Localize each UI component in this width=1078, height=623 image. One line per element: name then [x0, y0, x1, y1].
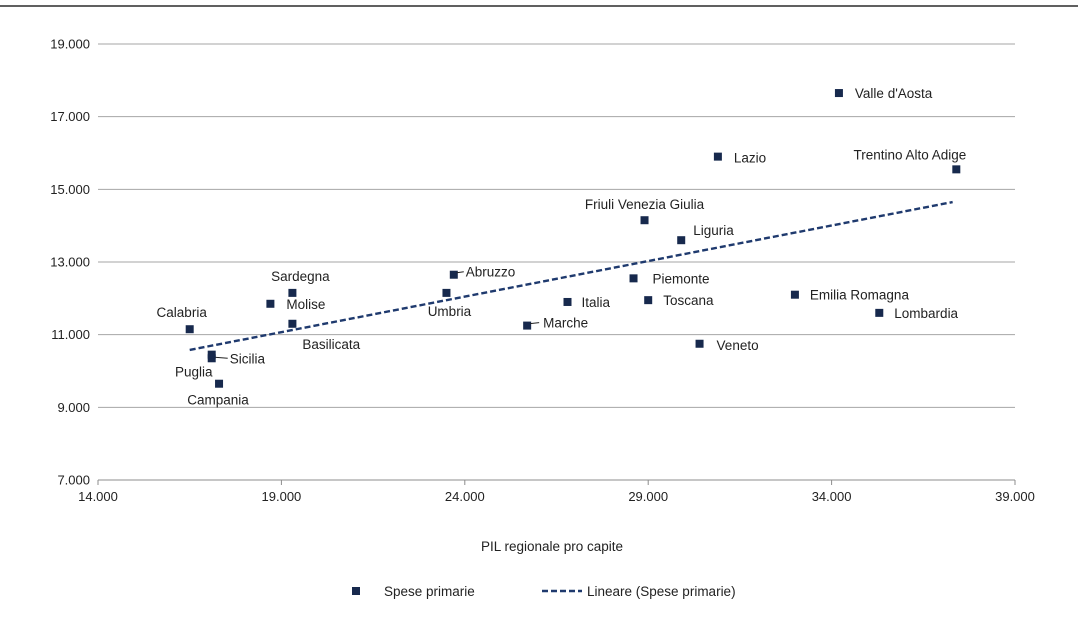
data-point — [644, 296, 653, 305]
data-point — [952, 165, 961, 174]
point-label: Emilia Romagna — [810, 288, 910, 303]
point-label: Lombardia — [894, 306, 958, 321]
data-point — [185, 325, 194, 334]
point-label: Toscana — [663, 293, 714, 308]
y-tick-label: 15.000 — [50, 182, 90, 197]
data-point — [713, 152, 722, 161]
label-leader-line — [456, 271, 464, 274]
point-label: Liguria — [693, 223, 734, 238]
point-label: Abruzzo — [466, 265, 516, 280]
y-tick-label: 19.000 — [50, 37, 90, 52]
y-tick-label: 7.000 — [57, 473, 90, 488]
point-label: Campania — [187, 393, 249, 408]
data-point — [695, 339, 704, 348]
x-tick-label: 39.000 — [995, 489, 1035, 504]
trendline — [189, 200, 953, 352]
x-tick-label: 34.000 — [812, 489, 852, 504]
data-point — [266, 299, 275, 308]
y-tick-label: 13.000 — [50, 255, 90, 270]
point-label: Umbria — [428, 304, 472, 319]
data-point — [288, 288, 297, 297]
x-tick-label: 14.000 — [78, 489, 118, 504]
data-point — [677, 236, 686, 245]
point-label: Friuli Venezia Giulia — [585, 197, 705, 212]
point-label: Piemonte — [653, 271, 710, 286]
point-label: Valle d'Aosta — [855, 86, 933, 101]
y-tick-label: 11.000 — [51, 327, 90, 342]
legend-label: Spese primarie — [384, 584, 475, 599]
data-point — [563, 297, 572, 306]
data-point — [449, 270, 458, 279]
point-label: Marche — [543, 316, 588, 331]
x-axis-title: PIL regionale pro capite — [481, 539, 623, 554]
x-tick-label: 29.000 — [628, 489, 668, 504]
x-tick-label: 19.000 — [262, 489, 302, 504]
point-label: Puglia — [175, 365, 213, 380]
point-label: Trentino Alto Adige — [853, 147, 966, 162]
point-label: Calabria — [157, 305, 208, 320]
data-point — [207, 350, 216, 359]
data-point — [875, 308, 884, 317]
point-label: Sardegna — [271, 269, 330, 284]
y-tick-label: 17.000 — [50, 109, 90, 124]
label-leader-line — [214, 356, 228, 359]
data-point — [442, 288, 451, 297]
data-point — [834, 89, 843, 98]
data-point — [640, 216, 649, 225]
legend-marker-icon — [352, 587, 360, 595]
data-point — [790, 290, 799, 299]
data-point — [215, 379, 224, 388]
data-point — [629, 274, 638, 283]
data-point — [523, 321, 532, 330]
y-tick-label: 9.000 — [57, 400, 90, 415]
point-label: Lazio — [734, 151, 766, 166]
x-tick-label: 24.000 — [445, 489, 485, 504]
point-label: Molise — [286, 297, 325, 312]
legend-label: Lineare (Spese primarie) — [587, 584, 736, 599]
point-label: Basilicata — [302, 337, 360, 352]
data-point — [288, 319, 297, 328]
point-label: Veneto — [717, 338, 759, 353]
label-leader-line — [530, 322, 540, 325]
point-label: Sicilia — [230, 351, 266, 366]
point-label: Italia — [582, 295, 611, 310]
